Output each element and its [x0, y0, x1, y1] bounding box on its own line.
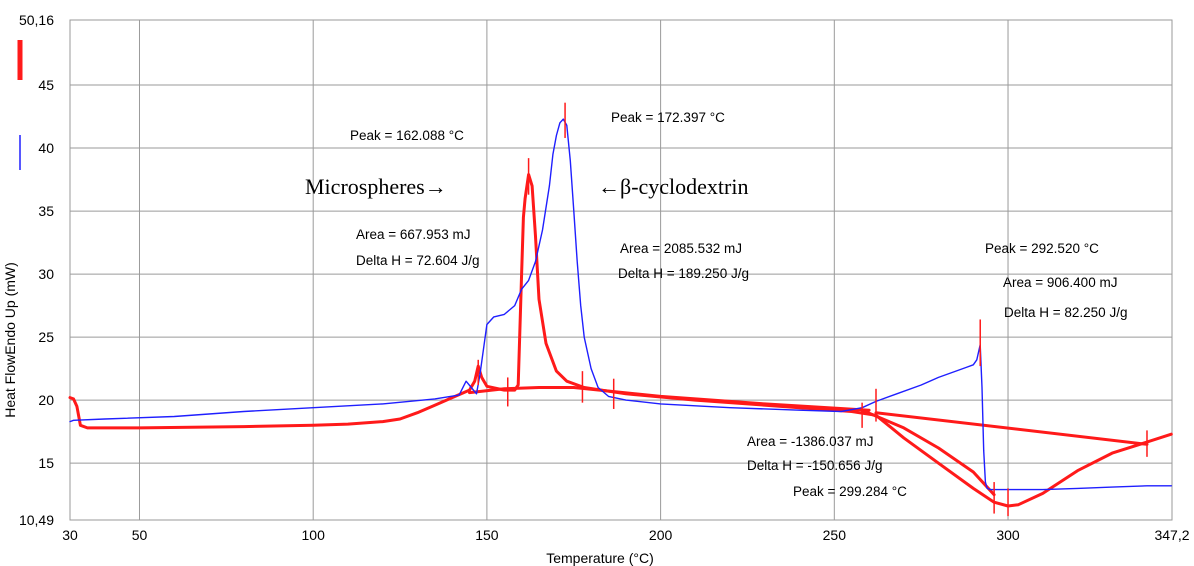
x-tick-label: 50 — [132, 527, 148, 543]
y-axis-label: Heat FlowEndo Up (mW) — [2, 262, 18, 418]
red-series-line — [68, 173, 1173, 508]
sample-label: Microspheres→ — [305, 174, 447, 199]
annotation-text: Area = 667.953 mJ — [356, 227, 470, 242]
grid-lines — [69, 19, 1173, 521]
y-tick-label: 15 — [38, 455, 54, 471]
x-tick-label: 250 — [823, 527, 847, 543]
red-series-line — [468, 386, 871, 412]
x-tick-label: 30 — [62, 527, 78, 543]
x-tick-label: 347,2 — [1154, 527, 1189, 543]
annotation-text: Area = 906.400 mJ — [1003, 275, 1117, 290]
annotation-text: Area = 2085.532 mJ — [620, 241, 742, 256]
x-tick-label: 150 — [475, 527, 499, 543]
y-tick-label: 25 — [38, 329, 54, 345]
y-tick-label: 50,16 — [19, 12, 54, 28]
x-axis-label: Temperature (°C) — [546, 550, 654, 566]
annotation-text: Delta H = 82.250 J/g — [1004, 305, 1127, 320]
red-series-line — [874, 411, 1149, 446]
red-series-line — [860, 408, 996, 497]
annotation-text: Peak = 162.088 °C — [350, 128, 464, 143]
tick-labels: 30 50 100 150 200 250 300 347,2 10,49 15 20 25 30 35 4… — [19, 12, 1190, 543]
y-tick-label: 20 — [38, 392, 54, 408]
annotations: Peak = 172.397 °C Peak = 162.088 °C Micros… — [305, 110, 1127, 499]
y-tick-label: 10,49 — [19, 512, 54, 528]
annotation-text: Peak = 299.284 °C — [793, 484, 907, 499]
annotation-text: Delta H = 72.604 J/g — [356, 253, 479, 268]
x-tick-label: 200 — [649, 527, 673, 543]
peak-markers — [477, 102, 1148, 517]
annotation-text: Peak = 292.520 °C — [985, 241, 1099, 256]
annotation-text: Delta H = -150.656 J/g — [747, 458, 882, 473]
annotation-text: Area = -1386.037 mJ — [747, 434, 873, 449]
y-tick-label: 35 — [38, 203, 54, 219]
y-tick-label: 40 — [38, 140, 54, 156]
y-tick-label: 45 — [38, 77, 54, 93]
annotation-text: Delta H = 189.250 J/g — [618, 266, 749, 281]
y-tick-label: 30 — [38, 266, 54, 282]
sample-label: ←β-cyclodextrin — [598, 174, 748, 199]
x-tick-label: 100 — [302, 527, 326, 543]
annotation-text: Peak = 172.397 °C — [611, 110, 725, 125]
x-tick-label: 300 — [996, 527, 1020, 543]
